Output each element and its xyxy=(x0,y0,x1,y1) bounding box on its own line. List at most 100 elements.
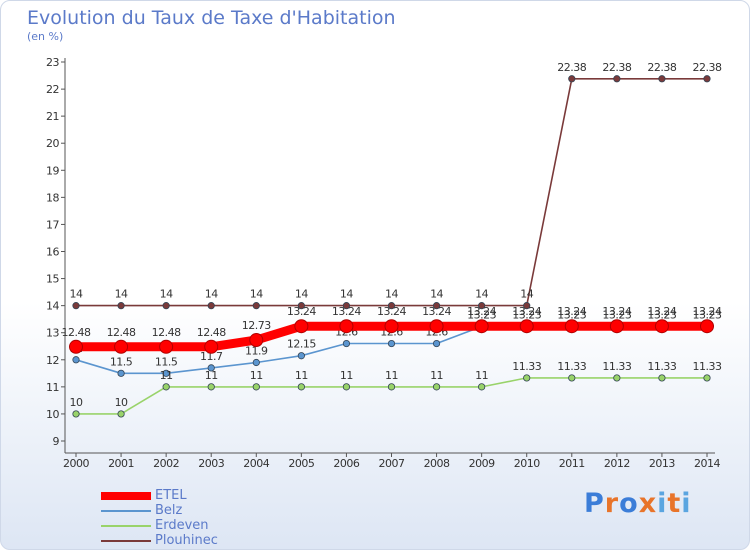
point-plouhinec xyxy=(478,302,486,310)
logo-letter: i xyxy=(681,488,692,519)
data-label-etel: 13.24 xyxy=(693,305,722,318)
point-belz xyxy=(297,352,305,360)
legend-label: Erdeven xyxy=(155,518,209,533)
point-etel xyxy=(249,333,264,348)
legend-swatch xyxy=(101,540,151,542)
data-label-plouhinec: 14 xyxy=(295,288,308,301)
y-tick-label: 16 xyxy=(46,246,59,259)
point-etel xyxy=(564,319,579,334)
data-label-plouhinec: 14 xyxy=(70,288,83,301)
point-etel xyxy=(69,339,83,354)
point-belz xyxy=(162,369,170,377)
data-label-etel: 13.24 xyxy=(557,305,586,318)
data-label-plouhinec: 22.38 xyxy=(693,61,722,74)
point-etel xyxy=(114,339,129,354)
data-label-belz: 12.15 xyxy=(287,338,316,351)
y-tick-label: 10 xyxy=(46,408,59,421)
data-label-plouhinec: 22.38 xyxy=(602,61,631,74)
data-label-plouhinec: 14 xyxy=(160,288,173,301)
point-etel xyxy=(474,319,489,334)
data-label-plouhinec: 22.38 xyxy=(647,61,676,74)
logo-letter: P xyxy=(584,488,605,519)
point-etel xyxy=(609,319,624,334)
point-etel xyxy=(294,319,309,334)
data-label-erdeven: 10 xyxy=(70,396,83,409)
x-tick-label: 2003 xyxy=(198,457,224,470)
point-plouhinec xyxy=(568,75,576,83)
point-belz xyxy=(342,339,351,348)
logo-letter: i xyxy=(657,488,668,519)
x-tick-label: 2006 xyxy=(333,457,359,470)
y-tick-label: 11 xyxy=(46,381,59,394)
data-label-belz: 13.23 xyxy=(512,308,541,321)
point-plouhinec xyxy=(613,75,621,83)
legend-label: ETEL xyxy=(155,488,187,503)
point-belz xyxy=(252,358,260,367)
point-etel xyxy=(519,319,534,334)
point-plouhinec xyxy=(162,302,170,310)
data-label-belz: 13.23 xyxy=(693,308,722,321)
data-label-etel: 13.24 xyxy=(377,305,406,318)
data-label-erdeven: 11 xyxy=(205,369,218,382)
point-belz xyxy=(207,364,215,372)
point-erdeven xyxy=(387,383,396,391)
x-tick-label: 2005 xyxy=(288,457,314,470)
data-label-belz: 11.9 xyxy=(245,344,268,357)
data-label-etel: 12.48 xyxy=(152,326,181,339)
point-belz xyxy=(387,339,396,348)
logo-letter: r xyxy=(604,488,620,519)
y-tick-label: 13 xyxy=(46,327,59,340)
point-belz xyxy=(432,339,441,348)
point-plouhinec xyxy=(432,302,441,310)
point-erdeven xyxy=(568,374,576,382)
data-label-etel: 12.73 xyxy=(242,319,271,332)
data-label-plouhinec: 14 xyxy=(250,288,263,301)
data-label-belz: 11.7 xyxy=(200,350,223,363)
point-etel xyxy=(204,339,219,354)
point-plouhinec xyxy=(297,302,305,310)
x-tick-label: 2014 xyxy=(694,457,720,470)
y-tick-label: 14 xyxy=(46,300,59,313)
point-belz xyxy=(117,369,125,377)
point-plouhinec xyxy=(252,302,260,310)
chart-subtitle: (en %) xyxy=(27,30,64,43)
point-erdeven xyxy=(432,383,441,391)
data-label-etel: 13.24 xyxy=(332,305,361,318)
y-tick-label: 12 xyxy=(46,354,59,367)
point-etel xyxy=(700,319,714,334)
y-tick-label: 22 xyxy=(46,83,59,96)
point-erdeven xyxy=(162,383,170,391)
point-etel xyxy=(339,319,354,334)
data-label-plouhinec: 14 xyxy=(115,288,128,301)
point-erdeven xyxy=(342,383,351,391)
proxiti-logo: Proxiti xyxy=(584,488,692,519)
data-label-plouhinec: 14 xyxy=(430,288,443,301)
point-erdeven xyxy=(72,410,80,418)
x-tick-label: 2004 xyxy=(243,457,269,470)
data-label-etel: 12.48 xyxy=(107,326,136,339)
x-tick-label: 2001 xyxy=(108,457,134,470)
point-erdeven xyxy=(613,374,621,382)
point-erdeven xyxy=(523,374,531,382)
data-label-etel: 13.24 xyxy=(602,305,631,318)
point-etel xyxy=(384,319,399,334)
data-label-erdeven: 11.33 xyxy=(557,360,586,373)
data-label-plouhinec: 14 xyxy=(385,288,398,301)
data-label-etel: 13.24 xyxy=(287,305,316,318)
point-erdeven xyxy=(207,383,215,391)
y-tick-label: 15 xyxy=(46,273,59,286)
legend-swatch xyxy=(101,525,151,527)
y-tick-label: 17 xyxy=(46,218,59,231)
data-label-erdeven: 11 xyxy=(160,369,173,382)
data-label-erdeven: 11 xyxy=(430,369,443,382)
data-label-etel: 13.24 xyxy=(422,305,451,318)
point-etel xyxy=(654,319,669,334)
data-label-etel: 13.24 xyxy=(512,305,541,318)
data-label-etel: 13.24 xyxy=(647,305,676,318)
x-tick-label: 2011 xyxy=(559,457,585,470)
x-tick-label: 2012 xyxy=(604,457,630,470)
data-label-erdeven: 10 xyxy=(115,396,128,409)
data-label-erdeven: 11 xyxy=(340,369,353,382)
